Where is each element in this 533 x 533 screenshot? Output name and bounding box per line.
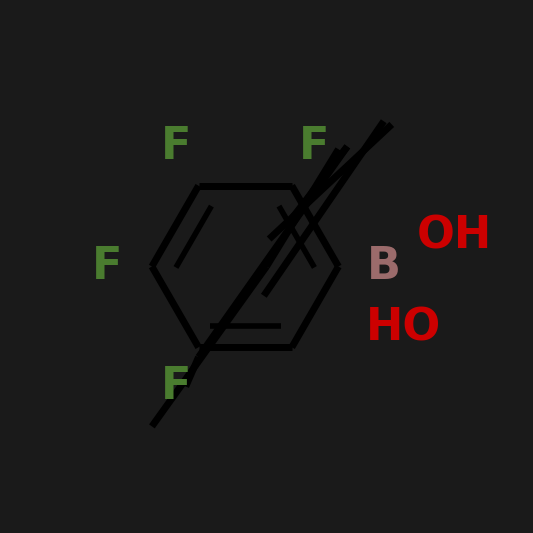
Text: F: F [300, 125, 329, 168]
Text: F: F [161, 125, 191, 168]
Text: B: B [367, 245, 401, 288]
Text: F: F [161, 365, 191, 408]
Text: HO: HO [366, 306, 441, 350]
Text: F: F [92, 245, 122, 288]
Text: OH: OH [417, 215, 492, 258]
